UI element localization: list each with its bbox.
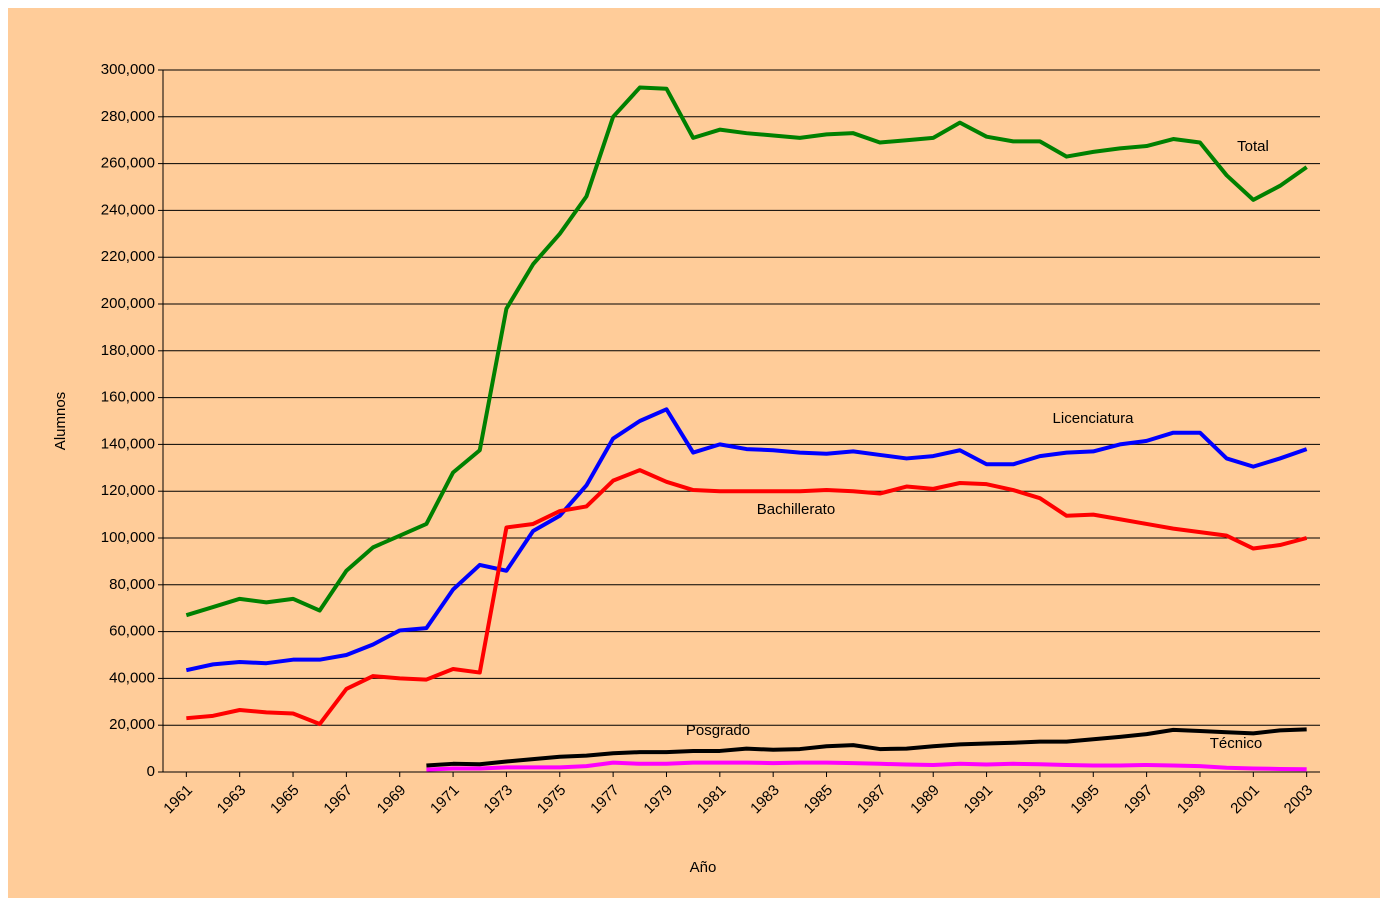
series-line xyxy=(426,760,1307,772)
series-label: Posgrado xyxy=(686,722,750,739)
series-label: Licenciatura xyxy=(1053,410,1135,427)
y-tick-label: 280,000 xyxy=(101,108,155,125)
series-line xyxy=(426,727,1307,768)
y-tick-label: 120,000 xyxy=(101,482,155,499)
series-label: Bachillerato xyxy=(757,501,835,518)
y-tick-label: 200,000 xyxy=(101,295,155,312)
y-tick-label: 160,000 xyxy=(101,389,155,406)
y-tick-label: 20,000 xyxy=(109,716,155,733)
x-axis-label: Año xyxy=(690,859,717,876)
y-tick-label: 300,000 xyxy=(101,61,155,78)
y-tick-label: 220,000 xyxy=(101,248,155,265)
y-tick-label: 260,000 xyxy=(101,155,155,172)
y-tick-label: 60,000 xyxy=(109,623,155,640)
y-tick-label: 180,000 xyxy=(101,342,155,359)
y-tick-label: 40,000 xyxy=(109,669,155,686)
y-tick-label: 100,000 xyxy=(101,529,155,546)
series-line xyxy=(185,407,1308,673)
y-tick-label: 240,000 xyxy=(101,201,155,218)
y-tick-label: 80,000 xyxy=(109,576,155,593)
y-axis-label: Alumnos xyxy=(52,392,69,450)
y-tick-label: 0 xyxy=(147,763,155,780)
series-label: Técnico xyxy=(1210,735,1263,752)
y-tick-label: 140,000 xyxy=(101,435,155,452)
series-line xyxy=(186,468,1308,727)
series-line xyxy=(185,85,1308,618)
series-label: Total xyxy=(1237,138,1269,155)
